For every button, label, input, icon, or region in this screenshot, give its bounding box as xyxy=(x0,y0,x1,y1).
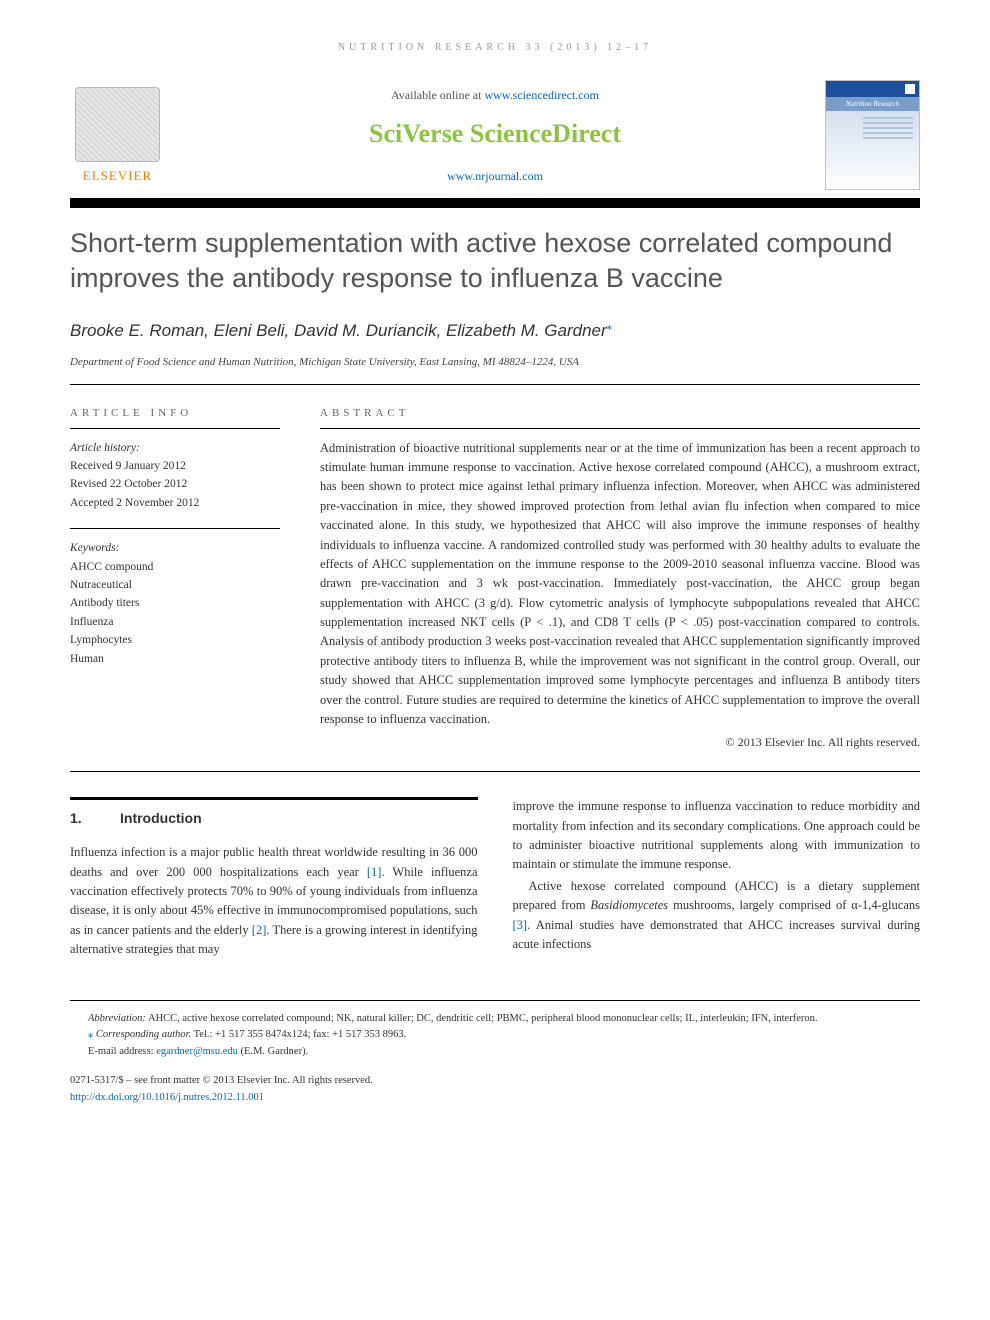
keyword-5: Human xyxy=(70,653,104,665)
email-label: E-mail address: xyxy=(88,1046,156,1057)
intro-para-left: Influenza infection is a major public he… xyxy=(70,843,478,959)
keyword-3: Influenza xyxy=(70,616,113,628)
footnotes: Abbreviation: AHCC, active hexose correl… xyxy=(70,1000,920,1107)
available-prefix: Available online at xyxy=(391,88,484,102)
abstract-copyright: © 2013 Elsevier Inc. All rights reserved… xyxy=(320,733,920,751)
history-label: Article history: xyxy=(70,442,140,454)
abstract-bottom-rule xyxy=(70,771,920,772)
abstract-column: ABSTRACT Administration of bioactive nut… xyxy=(320,405,920,751)
corresp-star-icon: ⁎ xyxy=(88,1029,93,1040)
info-rule-1 xyxy=(70,428,280,429)
article-info-column: ARTICLE INFO Article history: Received 9… xyxy=(70,405,280,751)
article-history: Article history: Received 9 January 2012… xyxy=(70,439,280,513)
email-suffix: (E.M. Gardner). xyxy=(238,1046,308,1057)
front-matter-line: 0271-5317/$ – see front matter © 2013 El… xyxy=(70,1073,920,1090)
keywords-label: Keywords: xyxy=(70,542,119,554)
doi-block: 0271-5317/$ – see front matter © 2013 El… xyxy=(70,1073,920,1107)
sciverse-part2: ScienceDirect xyxy=(470,119,621,148)
cover-top-band xyxy=(826,81,919,97)
journal-url-link[interactable]: www.nrjournal.com xyxy=(447,169,543,183)
article-title: Short-term supplementation with active h… xyxy=(70,226,920,296)
journal-masthead: ELSEVIER Available online at www.science… xyxy=(70,80,920,190)
abbreviation-footnote: Abbreviation: AHCC, active hexose correl… xyxy=(70,1011,920,1028)
elsevier-tree-icon xyxy=(75,87,160,162)
keyword-0: AHCC compound xyxy=(70,561,153,573)
abbrev-text: AHCC, active hexose correlated compound;… xyxy=(146,1013,818,1024)
cover-text-lines xyxy=(863,117,913,142)
email-footnote: E-mail address: egardner@msu.edu (E.M. G… xyxy=(70,1044,920,1061)
abbrev-label: Abbreviation: xyxy=(88,1013,146,1024)
ref-link-3[interactable]: [3] xyxy=(513,918,528,932)
history-revised: Revised 22 October 2012 xyxy=(70,478,187,490)
abstract-rule xyxy=(320,428,920,429)
sciverse-logo: SciVerse ScienceDirect xyxy=(180,114,810,153)
sciverse-part1: SciVerse xyxy=(369,119,470,148)
authors-text: Brooke E. Roman, Eleni Beli, David M. Du… xyxy=(70,321,607,340)
available-online: Available online at www.sciencedirect.co… xyxy=(180,86,810,104)
sciencedirect-link[interactable]: www.sciencedirect.com xyxy=(484,88,599,102)
elsevier-label: ELSEVIER xyxy=(83,166,152,186)
info-abstract-row: ARTICLE INFO Article history: Received 9… xyxy=(70,405,920,751)
abstract-heading: ABSTRACT xyxy=(320,405,920,422)
history-received: Received 9 January 2012 xyxy=(70,460,186,472)
ref-link-2[interactable]: [2] xyxy=(252,923,267,937)
keywords-block: Keywords: AHCC compound Nutraceutical An… xyxy=(70,539,280,668)
elsevier-logo: ELSEVIER xyxy=(70,85,165,185)
journal-cover-thumbnail: Nutrition Research xyxy=(825,80,920,190)
body-columns: 1.Introduction Influenza infection is a … xyxy=(70,797,920,959)
ref-link-1[interactable]: [1] xyxy=(367,865,382,879)
journal-url: www.nrjournal.com xyxy=(180,167,810,185)
history-accepted: Accepted 2 November 2012 xyxy=(70,497,199,509)
abstract-text: Administration of bioactive nutritional … xyxy=(320,439,920,730)
corresp-label: Corresponding author. xyxy=(96,1029,191,1040)
body-col-left: 1.Introduction Influenza infection is a … xyxy=(70,797,478,959)
info-rule-2 xyxy=(70,528,280,529)
doi-link[interactable]: http://dx.doi.org/10.1016/j.nutres.2012.… xyxy=(70,1092,264,1103)
intro-para-right-a: improve the immune response to influenza… xyxy=(513,797,921,875)
section-1-title: Introduction xyxy=(120,810,202,826)
affiliation: Department of Food Science and Human Nut… xyxy=(70,354,920,371)
authors-line: Brooke E. Roman, Eleni Beli, David M. Du… xyxy=(70,318,920,344)
intro-para-right-b: Active hexose correlated compound (AHCC)… xyxy=(513,877,921,955)
corresponding-author-footnote: ⁎ Corresponding author. Tel.: +1 517 355… xyxy=(70,1027,920,1044)
body-col-right: improve the immune response to influenza… xyxy=(513,797,921,959)
corresponding-star-icon: ⁎ xyxy=(607,321,613,333)
cover-title: Nutrition Research xyxy=(826,97,919,111)
corresp-text: Tel.: +1 517 355 8474x124; fax: +1 517 3… xyxy=(191,1029,406,1040)
section-1-heading: 1.Introduction xyxy=(70,797,478,829)
email-link[interactable]: egardner@msu.edu xyxy=(156,1046,238,1057)
running-header: NUTRITION RESEARCH 33 (2013) 12–17 xyxy=(70,40,920,55)
keyword-1: Nutraceutical xyxy=(70,579,132,591)
cover-publisher-icon xyxy=(905,84,915,94)
author-rule xyxy=(70,384,920,385)
keyword-2: Antibody titers xyxy=(70,597,139,609)
masthead-center: Available online at www.sciencedirect.co… xyxy=(165,86,825,185)
keyword-4: Lymphocytes xyxy=(70,634,132,646)
section-1-number: 1. xyxy=(70,808,120,829)
masthead-rule xyxy=(70,198,920,208)
cover-body xyxy=(826,111,919,189)
article-info-heading: ARTICLE INFO xyxy=(70,405,280,422)
